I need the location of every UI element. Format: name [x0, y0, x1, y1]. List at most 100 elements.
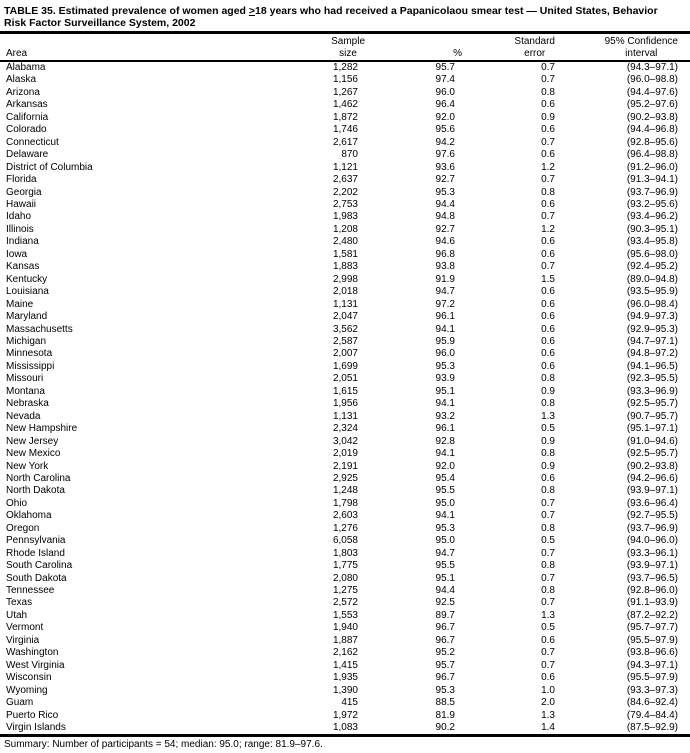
- cell-sample-size: 1,156: [332, 74, 358, 86]
- cell-standard-error: 0.8: [541, 560, 555, 572]
- table-row: Indiana 2,480 94.6 0.6 (93.4–95.8): [0, 236, 690, 248]
- cell-sample-size: 1,581: [332, 248, 358, 260]
- table-row: Virgin Islands 1,083 90.2 1.4 (87.5–92.9…: [0, 722, 690, 736]
- cell-confidence-interval: (90.7–95.7): [626, 410, 678, 422]
- cell-confidence-interval: (93.3–96.9): [626, 385, 678, 397]
- cell-area: Tennessee: [6, 585, 55, 597]
- cell-sample-size: 1,282: [332, 62, 358, 73]
- cell-standard-error: 0.6: [541, 348, 555, 360]
- cell-standard-error: 0.8: [541, 448, 555, 460]
- cell-area: Georgia: [6, 186, 42, 198]
- cell-sample-size: 2,080: [332, 572, 358, 584]
- cell-percent: 92.0: [435, 460, 455, 472]
- cell-standard-error: 0.7: [541, 547, 555, 559]
- cell-standard-error: 0.7: [541, 136, 555, 148]
- cell-sample-size: 1,553: [332, 609, 358, 621]
- cell-percent: 95.3: [435, 522, 455, 534]
- cell-sample-size: 1,775: [332, 560, 358, 572]
- cell-sample-size: 2,998: [332, 273, 358, 285]
- cell-percent: 95.1: [435, 572, 455, 584]
- table-row: Idaho 1,983 94.8 0.7 (93.4–96.2): [0, 211, 690, 223]
- cell-area: Guam: [6, 697, 34, 709]
- table-title: TABLE 35. Estimated prevalence of women …: [0, 0, 690, 31]
- cell-area: Indiana: [6, 236, 39, 248]
- cell-percent: 95.5: [435, 560, 455, 572]
- cell-confidence-interval: (93.4–96.2): [626, 211, 678, 223]
- cell-percent: 95.0: [435, 535, 455, 547]
- table-row: Nevada 1,131 93.2 1.3 (90.7–95.7): [0, 411, 690, 423]
- cell-area: Montana: [6, 385, 45, 397]
- table-row: Colorado 1,746 95.6 0.6 (94.4–96.8): [0, 124, 690, 136]
- cell-percent: 95.5: [435, 485, 455, 497]
- cell-sample-size: 2,047: [332, 311, 358, 323]
- cell-confidence-interval: (90.3–95.1): [626, 223, 678, 235]
- table-row: Arizona 1,267 96.0 0.8 (94.4–97.6): [0, 87, 690, 99]
- cell-confidence-interval: (96.4–98.8): [626, 149, 678, 161]
- cell-standard-error: 1.2: [541, 223, 555, 235]
- cell-standard-error: 0.9: [541, 435, 555, 447]
- cell-standard-error: 1.3: [541, 609, 555, 621]
- cell-standard-error: 0.6: [541, 248, 555, 260]
- cell-confidence-interval: (92.9–95.3): [626, 323, 678, 335]
- cell-sample-size: 2,162: [332, 647, 358, 659]
- cell-sample-size: 2,587: [332, 335, 358, 347]
- cell-area: Virgin Islands: [6, 722, 66, 734]
- cell-standard-error: 0.8: [541, 485, 555, 497]
- cell-standard-error: 0.8: [541, 585, 555, 597]
- cell-percent: 95.7: [435, 659, 455, 671]
- table-row: Connecticut 2,617 94.2 0.7 (92.8–95.6): [0, 137, 690, 149]
- cell-percent: 92.7: [435, 223, 455, 235]
- cell-area: Puerto Rico: [6, 709, 59, 721]
- cell-confidence-interval: (95.5–97.9): [626, 672, 678, 684]
- cell-standard-error: 0.6: [541, 149, 555, 161]
- cell-standard-error: 1.0: [541, 684, 555, 696]
- cell-sample-size: 2,480: [332, 236, 358, 248]
- cell-confidence-interval: (79.4–84.4): [626, 709, 678, 721]
- cell-confidence-interval: (94.1–96.5): [626, 360, 678, 372]
- table-row: South Dakota 2,080 95.1 0.7 (93.7–96.5): [0, 573, 690, 585]
- cell-confidence-interval: (94.7–97.1): [626, 335, 678, 347]
- cell-standard-error: 0.6: [541, 335, 555, 347]
- cell-area: Michigan: [6, 335, 47, 347]
- table-row: Maryland 2,047 96.1 0.6 (94.9–97.3): [0, 311, 690, 323]
- cell-percent: 95.9: [435, 335, 455, 347]
- table-row: Florida 2,637 92.7 0.7 (91.3–94.1): [0, 174, 690, 186]
- cell-area: Massachusetts: [6, 323, 73, 335]
- cell-standard-error: 1.4: [541, 722, 555, 734]
- cell-standard-error: 1.3: [541, 709, 555, 721]
- table-row: Iowa 1,581 96.8 0.6 (95.6–98.0): [0, 249, 690, 261]
- cell-sample-size: 1,208: [332, 223, 358, 235]
- cell-area: Wyoming: [6, 684, 48, 696]
- cell-confidence-interval: (93.7–96.5): [626, 572, 678, 584]
- cell-percent: 96.4: [435, 99, 455, 111]
- cell-confidence-interval: (92.8–95.6): [626, 136, 678, 148]
- cell-area: Virginia: [6, 634, 40, 646]
- cell-confidence-interval: (92.7–95.5): [626, 510, 678, 522]
- cell-sample-size: 1,972: [332, 709, 358, 721]
- cell-sample-size: 415: [341, 697, 358, 709]
- cell-sample-size: 2,637: [332, 174, 358, 186]
- cell-sample-size: 1,940: [332, 622, 358, 634]
- cell-percent: 92.0: [435, 111, 455, 123]
- table-row: Hawaii 2,753 94.4 0.6 (93.2–95.6): [0, 199, 690, 211]
- cell-confidence-interval: (94.2–96.6): [626, 472, 678, 484]
- cell-confidence-interval: (95.1–97.1): [626, 423, 678, 435]
- table-row: New Jersey 3,042 92.8 0.9 (91.0–94.6): [0, 436, 690, 448]
- cell-confidence-interval: (91.3–94.1): [626, 174, 678, 186]
- cell-sample-size: 2,007: [332, 348, 358, 360]
- cell-standard-error: 0.7: [541, 74, 555, 86]
- cell-standard-error: 0.8: [541, 86, 555, 98]
- cell-standard-error: 0.6: [541, 360, 555, 372]
- cell-sample-size: 2,603: [332, 510, 358, 522]
- column-header-confidence-interval: 95% Confidence interval: [565, 32, 690, 62]
- cell-confidence-interval: (93.9–97.1): [626, 560, 678, 572]
- cell-area: Vermont: [6, 622, 44, 634]
- cell-area: Oregon: [6, 522, 40, 534]
- cell-sample-size: 2,324: [332, 423, 358, 435]
- cell-standard-error: 0.8: [541, 186, 555, 198]
- cell-percent: 92.8: [435, 435, 455, 447]
- cell-percent: 93.8: [435, 261, 455, 273]
- cell-area: New Mexico: [6, 448, 61, 460]
- cell-confidence-interval: (89.0–94.8): [626, 273, 678, 285]
- cell-area: Rhode Island: [6, 547, 65, 559]
